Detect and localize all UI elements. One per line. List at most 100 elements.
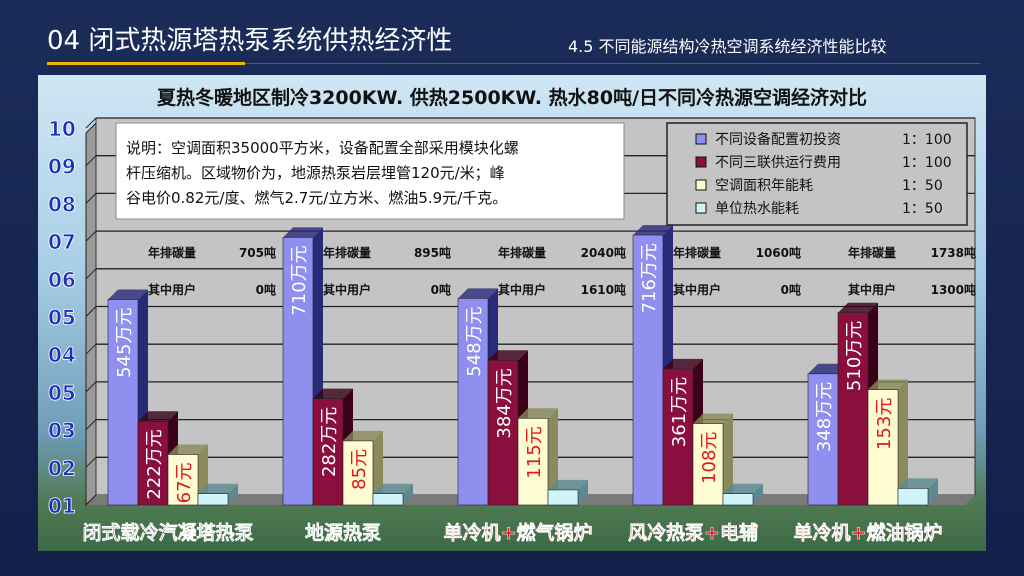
note-line: 说明：空调面积35000平方米，设备配置全部采用模块化螺 bbox=[126, 139, 519, 157]
annotation-user-value: 0吨 bbox=[256, 282, 276, 297]
annotation-user-value: 0吨 bbox=[431, 282, 451, 297]
legend-scale: 1：50 bbox=[902, 178, 943, 194]
bar-side bbox=[228, 483, 238, 505]
grid-diagonal bbox=[85, 117, 97, 129]
bar-top bbox=[518, 408, 558, 419]
bar-2 bbox=[867, 389, 899, 506]
legend-box bbox=[666, 122, 968, 226]
bar-3 bbox=[547, 489, 579, 506]
legend-scale: 1：100 bbox=[902, 155, 952, 171]
annotation-carbon-label: 年排碳量 bbox=[148, 245, 196, 260]
annotation-carbon-label: 年排碳量 bbox=[848, 245, 896, 260]
bar-3 bbox=[897, 488, 929, 506]
bar-0 bbox=[107, 299, 139, 506]
chart-title: 夏热冬暖地区制冷3200KW. 供热2500KW. 热水80吨/日不同冷热源空调… bbox=[157, 86, 867, 109]
bar-top bbox=[108, 289, 148, 300]
bar-value-label: 548万元 bbox=[464, 306, 485, 376]
annotation-carbon-value: 895吨 bbox=[414, 245, 451, 260]
bar-side bbox=[898, 379, 908, 505]
annotation-carbon-value: 2040吨 bbox=[581, 245, 626, 260]
title-underline bbox=[47, 62, 245, 65]
bar-side bbox=[753, 483, 763, 505]
bar-top bbox=[138, 411, 178, 422]
plot-side-wall bbox=[85, 121, 97, 507]
bar-value-label: 384万元 bbox=[494, 368, 515, 438]
bar-0 bbox=[632, 234, 664, 506]
bar-top bbox=[693, 413, 733, 424]
bar-2 bbox=[692, 423, 724, 506]
grid-diagonal bbox=[85, 381, 97, 393]
grid-diagonal bbox=[85, 306, 97, 317]
bar-value-label: 716万元 bbox=[639, 243, 660, 313]
bar-top bbox=[488, 350, 528, 361]
bar-value-label: 222万元 bbox=[144, 429, 165, 499]
bar-top bbox=[548, 479, 588, 490]
header-divider bbox=[245, 63, 980, 64]
bar-value-label: 361万元 bbox=[669, 377, 690, 447]
bar-top bbox=[633, 225, 673, 236]
grid-diagonal bbox=[85, 193, 97, 204]
bar-top bbox=[723, 483, 763, 494]
annotation-user-label: 其中用户 bbox=[148, 282, 196, 297]
y-tick-label: 06 bbox=[48, 268, 76, 292]
grid-diagonal bbox=[85, 494, 97, 506]
legend-swatch bbox=[695, 133, 707, 145]
bar-3 bbox=[372, 493, 404, 506]
y-tick-label: 05 bbox=[48, 306, 76, 330]
bar-top bbox=[663, 358, 703, 369]
bar-top bbox=[283, 227, 323, 238]
grid-diagonal bbox=[85, 230, 97, 242]
annotation-carbon-label: 年排碳量 bbox=[323, 245, 371, 260]
bar-value-label: 348万元 bbox=[814, 382, 835, 452]
bar-2 bbox=[167, 454, 199, 506]
bar-1 bbox=[662, 368, 694, 506]
y-tick-label: 07 bbox=[48, 230, 76, 254]
y-tick-label: 10 bbox=[48, 117, 76, 141]
y-tick-label: 04 bbox=[48, 343, 76, 367]
bar-1 bbox=[487, 359, 519, 506]
bar-side bbox=[578, 479, 588, 505]
grid-diagonal bbox=[85, 155, 97, 167]
annotation-user-label: 其中用户 bbox=[673, 282, 721, 297]
bar-value-label: 108元 bbox=[699, 432, 720, 484]
chart-panel: 夏热冬暖地区制冷3200KW. 供热2500KW. 热水80吨/日不同冷热源空调… bbox=[38, 75, 986, 551]
bar-value-label: 282万元 bbox=[319, 407, 340, 477]
bar-top bbox=[343, 430, 383, 441]
bar-top bbox=[168, 444, 208, 455]
annotation-user-value: 1300吨 bbox=[931, 282, 976, 297]
bar-value-label: 67元 bbox=[174, 462, 195, 503]
bar-top bbox=[313, 388, 353, 399]
y-tick-label: 09 bbox=[48, 155, 76, 179]
bar-side bbox=[403, 483, 413, 505]
grid-diagonal bbox=[85, 268, 97, 280]
bar-top bbox=[458, 288, 498, 299]
note-line: 杆压缩机。区域物价为，地源热泵岩层埋管120元/米；峰 bbox=[126, 164, 505, 182]
annotation-carbon-label: 年排碳量 bbox=[498, 245, 546, 260]
y-tick-label: 05 bbox=[48, 381, 76, 405]
annotation-carbon-value: 1060吨 bbox=[756, 245, 801, 260]
x-category-label: 单冷机+燃油锅炉 bbox=[794, 521, 943, 544]
x-category-label: 闭式载冷汽凝塔热泵 bbox=[82, 521, 253, 544]
legend-swatch bbox=[695, 179, 707, 191]
legend-label: 单位热水能耗 bbox=[715, 201, 799, 217]
annotation-user-value: 0吨 bbox=[781, 282, 801, 297]
bar-3 bbox=[197, 493, 229, 506]
annotation-carbon-label: 年排碳量 bbox=[673, 245, 721, 260]
bar-top bbox=[198, 483, 238, 494]
grid-diagonal bbox=[85, 343, 97, 355]
bar-value-label: 510万元 bbox=[844, 321, 865, 391]
bar-value-label: 115元 bbox=[524, 426, 545, 478]
note-box bbox=[115, 122, 625, 220]
legend-scale: 1：100 bbox=[902, 132, 952, 148]
annotation-user-value: 1610吨 bbox=[581, 282, 626, 297]
bar-3 bbox=[722, 493, 754, 506]
annotation-user-label: 其中用户 bbox=[498, 282, 546, 297]
legend-swatch bbox=[695, 202, 707, 214]
bar-top bbox=[373, 483, 413, 494]
grid-diagonal bbox=[85, 456, 97, 468]
slide-subtitle: 4.5 不同能源结构冷热空调系统经济性能比较 bbox=[568, 37, 887, 56]
bar-value-label: 153元 bbox=[874, 398, 895, 450]
bar-top bbox=[898, 478, 938, 489]
annotation-carbon-value: 1738吨 bbox=[931, 245, 976, 260]
bar-0 bbox=[282, 237, 314, 506]
